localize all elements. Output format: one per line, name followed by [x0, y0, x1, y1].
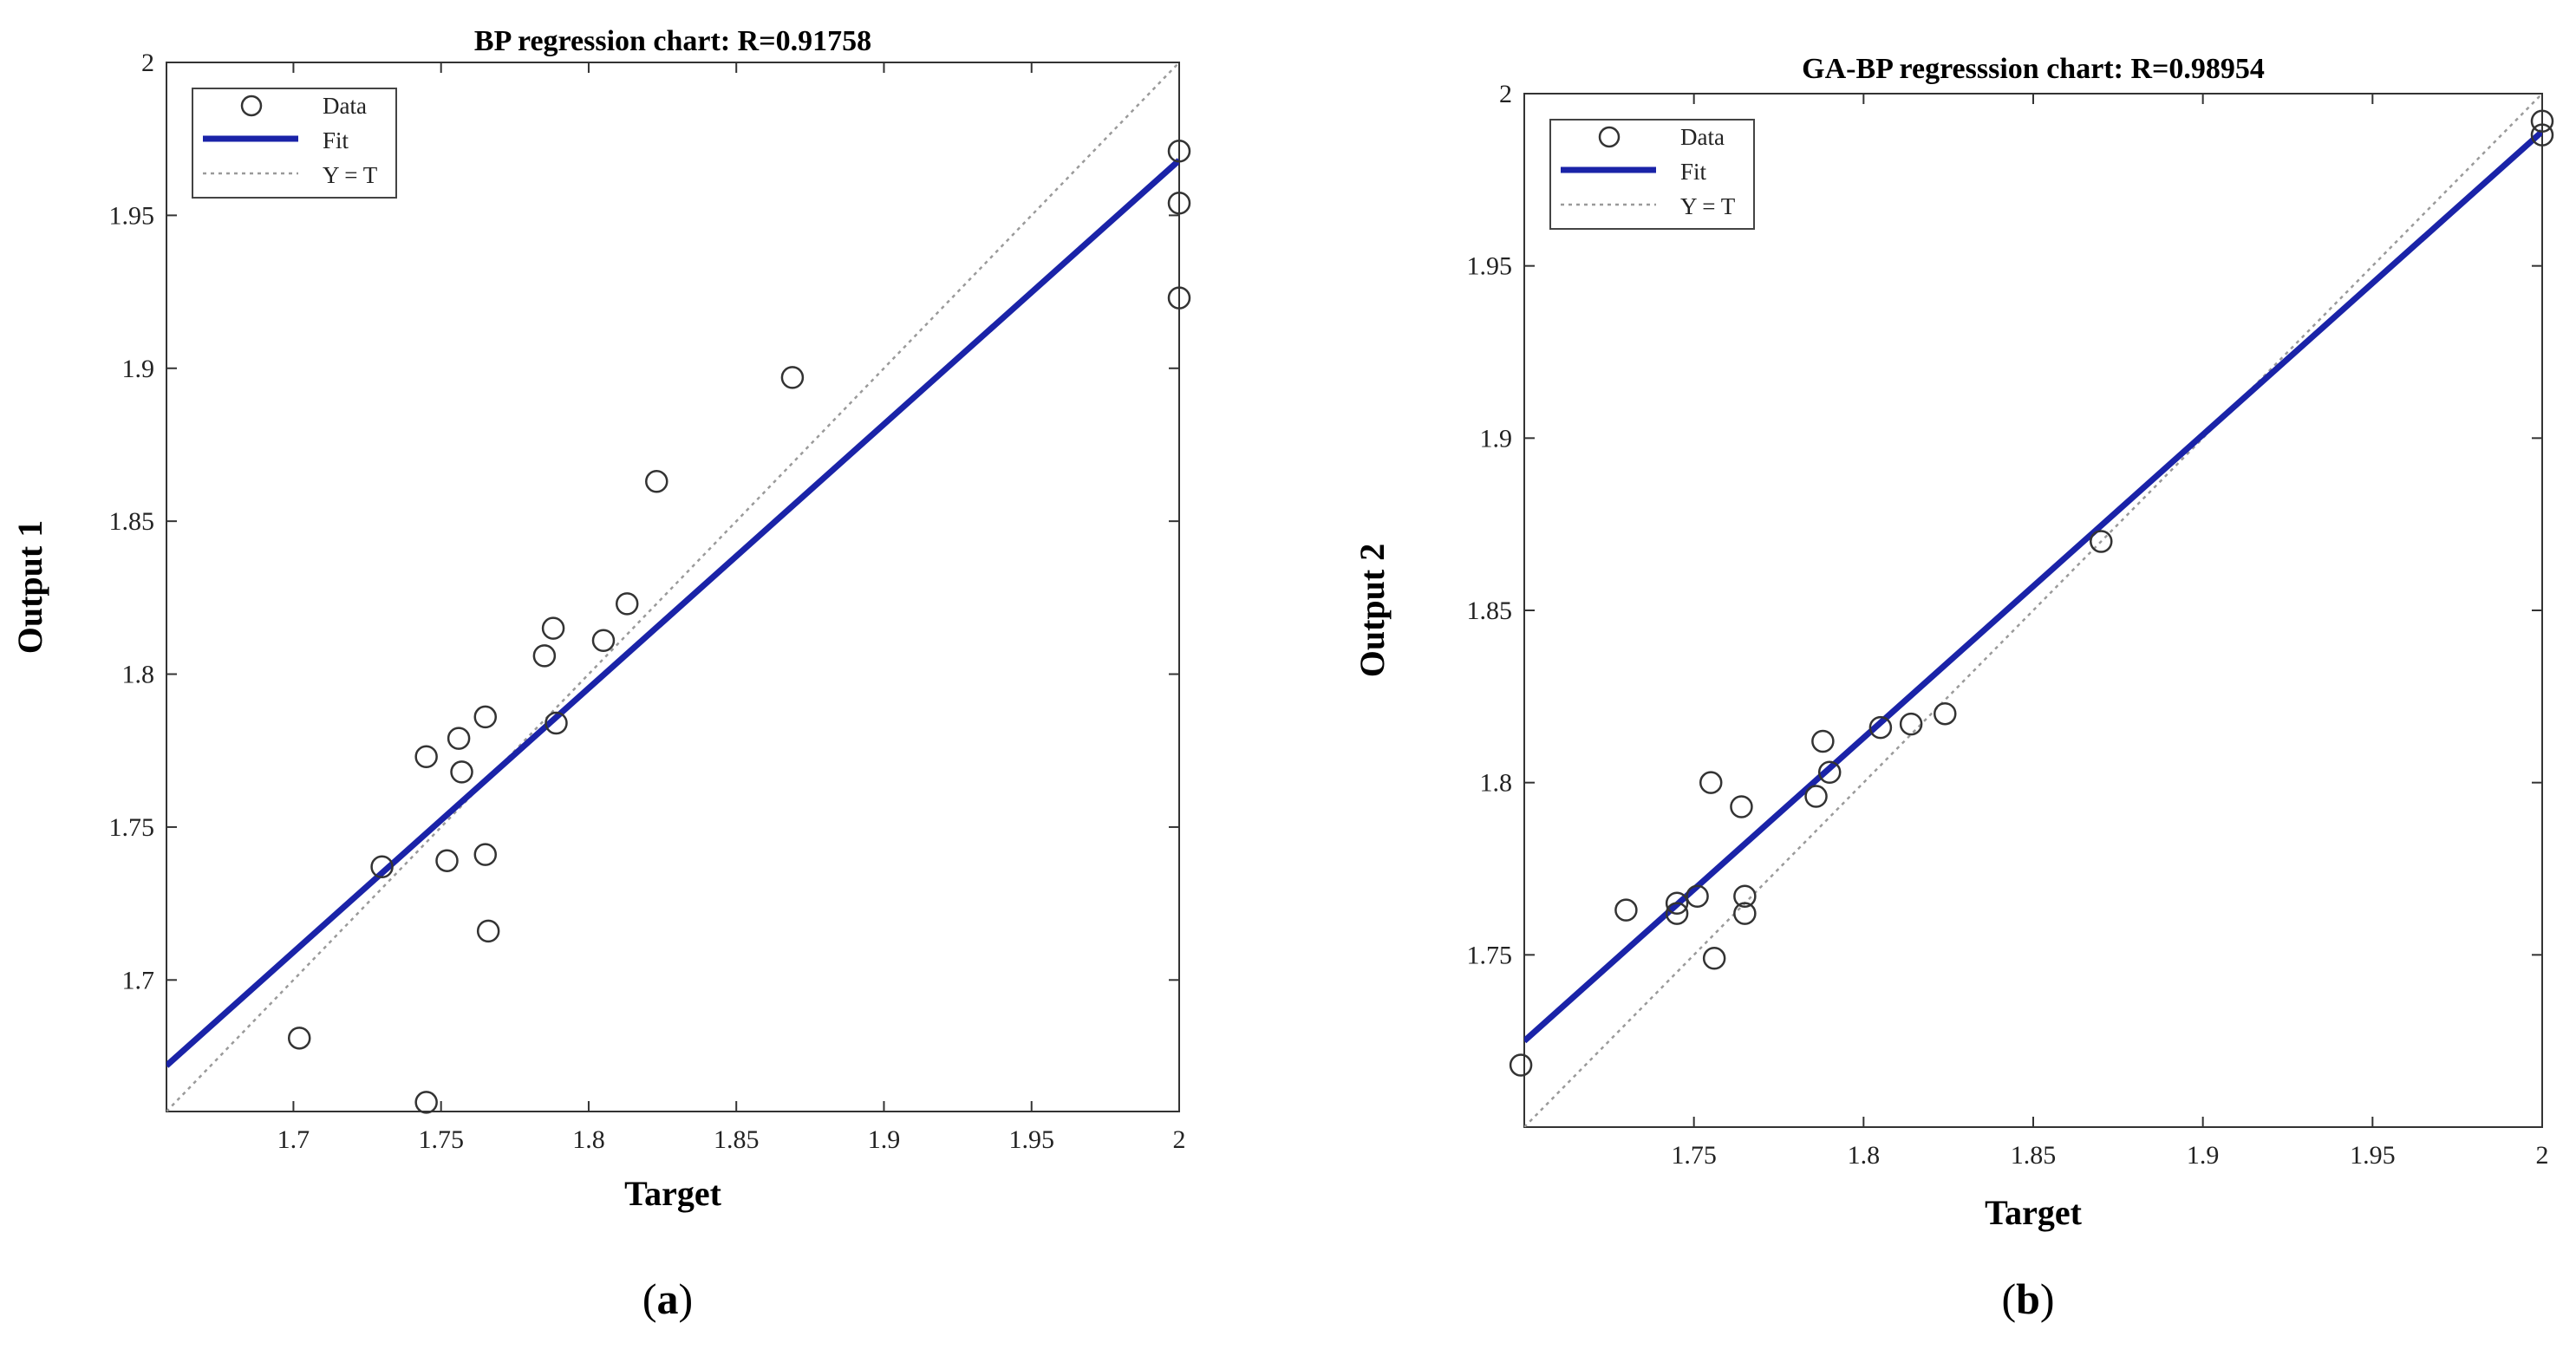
x-tick-label: 2: [1173, 1125, 1186, 1154]
identity-line: [166, 62, 1179, 1112]
series-lines: [1524, 94, 2542, 1127]
x-axis-label: Target: [624, 1174, 722, 1213]
fit-line: [1524, 129, 2542, 1044]
legend-entry-identity: Y = T: [323, 162, 378, 188]
y-tick-label: 1.95: [1467, 252, 1513, 281]
y-axis-label: Output 2: [1353, 544, 1392, 678]
data-point: [1665, 902, 1689, 925]
data-point: [1868, 715, 1893, 740]
x-tick-label: 1.7: [277, 1125, 310, 1154]
data-point: [1733, 884, 1757, 909]
y-tick-label: 2: [141, 49, 154, 77]
y-tick-label: 1.7: [122, 966, 155, 994]
data-point: [414, 745, 438, 769]
legend-entry-data: Data: [1680, 124, 1725, 150]
data-point: [532, 644, 557, 668]
data-point: [2530, 123, 2554, 147]
legend-box: [1549, 119, 1755, 230]
data-point: [2090, 530, 2113, 553]
data-point: [473, 705, 498, 729]
chart-title: BP regression chart: R=0.91758: [474, 25, 871, 57]
legend-data-marker: [240, 95, 263, 117]
y-tick-label: 1.85: [1467, 597, 1513, 625]
data-point: [1804, 785, 1828, 808]
x-tick-label: 1.8: [572, 1125, 605, 1154]
y-tick-label: 2: [1499, 80, 1512, 108]
plot-area-frame: [1523, 93, 2543, 1128]
x-tick-label: 1.9: [868, 1125, 901, 1154]
y-tick-label: 1.8: [122, 661, 155, 689]
data-point: [435, 849, 459, 872]
data-point: [615, 592, 639, 616]
data-point: [473, 843, 498, 866]
x-tick-label: 1.75: [418, 1125, 464, 1154]
data-point: [1733, 902, 1757, 925]
data-point: [1934, 701, 1957, 726]
chart-panel-b: 1.75 1.8 1.85 1.9 1.95 2 1.75 1.8 1.85 1.9 1.95 2 Da…: [1353, 53, 2554, 1323]
x-axis-label: Target: [1985, 1193, 2083, 1232]
data-point: [414, 1091, 438, 1114]
y-tick-label: 1.85: [109, 507, 155, 536]
data-point: [1817, 760, 1842, 784]
data-point: [1702, 947, 1726, 970]
series-lines: [166, 62, 1179, 1112]
legend-data-marker: [1598, 126, 1621, 148]
fit-line: [166, 158, 1179, 1068]
y-tick-label: 1.8: [1480, 769, 1513, 798]
y-tick-label: 1.95: [109, 201, 155, 230]
legend-entry-fit: Fit: [1680, 159, 1707, 185]
y-axis-label: Output 1: [10, 520, 49, 655]
data-point: [1167, 192, 1191, 215]
x-tick-label: 1.95: [1008, 1125, 1054, 1154]
y-tick-label: 1.9: [122, 355, 155, 383]
legend-box: [192, 88, 397, 199]
panel-caption: (a): [642, 1275, 693, 1323]
x-tick-label: 1.8: [1848, 1141, 1881, 1170]
x-tick-label: 1.85: [714, 1125, 760, 1154]
legend-entry-data: Data: [323, 93, 367, 119]
y-tick-label: 1.9: [1480, 424, 1513, 453]
y-tick-label: 1.75: [109, 813, 155, 842]
data-point: [645, 470, 668, 493]
x-tick-label: 1.95: [2350, 1141, 2396, 1170]
data-point: [1167, 140, 1191, 163]
data-point: [2530, 109, 2554, 134]
data-point: [1665, 891, 1689, 915]
legend-entry-fit: Fit: [323, 127, 349, 153]
data-point: [450, 760, 473, 784]
data-point: [780, 366, 805, 389]
data-point: [447, 727, 471, 750]
data-point: [1614, 898, 1638, 922]
legend-entry-identity: Y = T: [1680, 193, 1736, 219]
data-point: [1686, 884, 1709, 909]
x-tick-label: 1.75: [1671, 1141, 1717, 1170]
data-point: [545, 711, 568, 735]
data-point: [476, 919, 500, 943]
y-tick-label: 1.75: [1467, 941, 1513, 969]
data-point: [1899, 712, 1923, 736]
data-point: [1509, 1053, 1533, 1077]
chart-panel-a: 1.7 1.75 1.8 1.85 1.9 1.95 2 1.7 1.75 1.8 1.85 1.9 1…: [10, 25, 1191, 1323]
panel-caption: (b): [2001, 1275, 2054, 1323]
data-point: [1811, 729, 1835, 753]
data-point: [1699, 771, 1723, 794]
data-point: [287, 1027, 311, 1050]
chart-title: GA-BP regresssion chart: R=0.98954: [1802, 53, 2265, 85]
x-tick-label: 2: [2536, 1141, 2549, 1170]
x-tick-label: 1.9: [2187, 1141, 2220, 1170]
data-point: [541, 616, 565, 640]
data-point: [370, 855, 394, 879]
data-point: [591, 629, 616, 652]
data-point: [1730, 795, 1753, 818]
x-tick-label: 1.85: [2011, 1141, 2057, 1170]
data-point: [1167, 286, 1191, 310]
